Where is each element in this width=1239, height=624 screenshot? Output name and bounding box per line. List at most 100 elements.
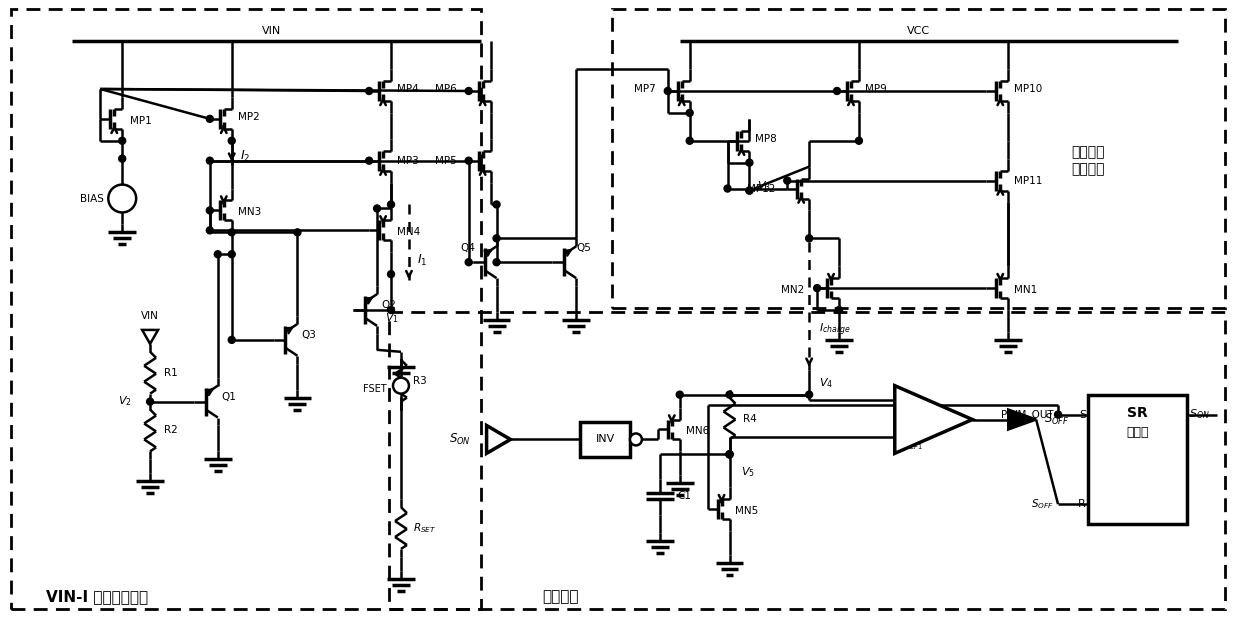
Circle shape [228,336,235,343]
Circle shape [465,87,472,94]
Text: $S_{OFF}$: $S_{OFF}$ [1044,412,1069,427]
Text: $S_{ON}$: $S_{ON}$ [449,432,471,447]
Text: 触发器: 触发器 [1126,426,1149,439]
Text: R1: R1 [164,368,177,378]
Text: +: + [897,392,908,407]
Text: MP5: MP5 [435,155,457,166]
Circle shape [393,378,409,394]
Text: Q2: Q2 [382,300,396,310]
Text: $V_5$: $V_5$ [741,466,756,479]
Circle shape [493,235,501,242]
Circle shape [388,306,394,313]
Circle shape [388,201,394,208]
Circle shape [207,207,213,214]
Text: MN4: MN4 [396,227,420,237]
Text: 比较器2: 比较器2 [918,414,943,424]
Polygon shape [1009,409,1036,429]
Circle shape [724,185,731,192]
Text: $V_3$: $V_3$ [757,180,771,193]
Circle shape [676,391,683,398]
Circle shape [814,285,820,291]
Text: R: R [1078,499,1085,509]
Text: MN1: MN1 [1015,285,1037,295]
Text: BIAS: BIAS [81,193,104,203]
Text: $R_{SET}$: $R_{SET}$ [413,521,436,535]
Text: Q1: Q1 [222,392,237,402]
Text: MP6: MP6 [435,84,457,94]
Bar [11,9,481,608]
Polygon shape [895,386,973,454]
Circle shape [146,398,154,405]
Text: Q5: Q5 [576,243,591,253]
Circle shape [834,87,840,94]
Circle shape [207,157,213,164]
Bar [612,9,1225,308]
Circle shape [726,451,733,458]
Text: $V_2$: $V_2$ [119,395,133,409]
Text: PWM_OUT: PWM_OUT [1001,409,1054,420]
Text: 计时电流
输出部分: 计时电流 输出部分 [1072,145,1105,176]
Polygon shape [487,426,510,454]
Text: VIN-I 电流采样部分: VIN-I 电流采样部分 [46,589,149,604]
Circle shape [228,229,235,236]
Text: MP4: MP4 [396,84,419,94]
Text: MP3: MP3 [396,155,419,166]
Circle shape [388,271,394,278]
Circle shape [207,115,213,122]
Text: Q3: Q3 [301,330,316,340]
Circle shape [374,205,380,212]
Circle shape [366,157,373,164]
Text: MN5: MN5 [736,506,758,516]
Text: −: − [896,429,909,446]
Circle shape [465,157,472,164]
Circle shape [108,185,136,212]
Text: INV: INV [596,434,615,444]
Circle shape [493,201,501,208]
Circle shape [726,451,733,458]
Circle shape [805,235,813,242]
Text: MP1: MP1 [130,116,152,126]
Circle shape [119,155,125,162]
Circle shape [746,187,753,194]
Circle shape [228,251,235,258]
Text: MP11: MP11 [1015,175,1042,185]
Circle shape [726,391,733,398]
Circle shape [228,137,235,144]
Text: SR: SR [1127,406,1149,419]
Text: $I_{charge}$: $I_{charge}$ [819,322,851,338]
Circle shape [119,137,125,144]
Circle shape [805,391,813,398]
Circle shape [1054,411,1062,418]
Text: MN2: MN2 [782,285,804,295]
Text: MP12: MP12 [747,183,776,193]
Text: MP8: MP8 [756,134,777,144]
Circle shape [629,434,642,446]
Circle shape [855,137,862,144]
Bar [580,421,629,457]
Circle shape [686,137,693,144]
Text: R3: R3 [413,376,426,386]
Text: $I_1$: $I_1$ [416,253,427,268]
Text: MP9: MP9 [865,84,887,94]
Text: MN3: MN3 [238,207,261,217]
Text: $S_{OFF}$: $S_{OFF}$ [1031,497,1054,511]
Text: Q4: Q4 [461,243,476,253]
Circle shape [726,451,733,458]
Circle shape [366,87,373,94]
Text: MP7: MP7 [634,84,655,94]
Circle shape [214,251,222,258]
Text: FSET: FSET [363,384,387,394]
Circle shape [686,109,693,116]
Circle shape [664,87,672,94]
Text: MN6: MN6 [685,426,709,436]
Text: VCC: VCC [907,26,930,36]
Text: $V_{REF1}$: $V_{REF1}$ [898,439,923,452]
Circle shape [493,259,501,266]
Circle shape [835,306,843,313]
Circle shape [746,187,753,194]
Text: MP2: MP2 [238,112,259,122]
Text: C1: C1 [678,491,691,501]
Text: $S_{ON}$: $S_{ON}$ [1189,407,1211,421]
Text: VIN: VIN [141,311,159,321]
Text: $V_1$: $V_1$ [385,311,399,325]
